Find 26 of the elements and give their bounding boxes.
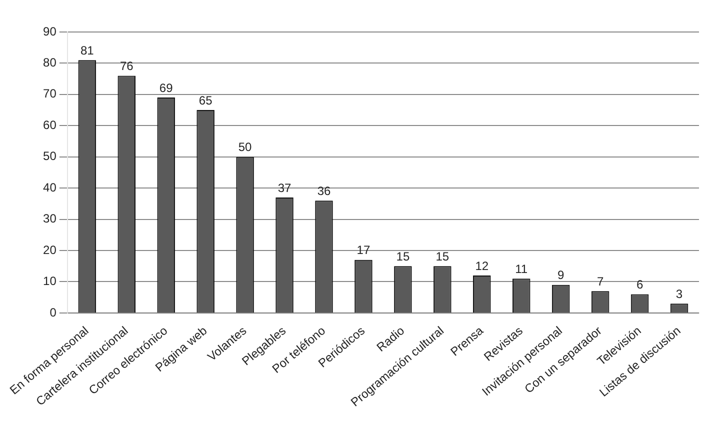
y-tick-label: 20 <box>43 242 57 257</box>
y-tick-label: 70 <box>43 86 57 101</box>
data-label: 9 <box>557 268 564 282</box>
data-label: 3 <box>676 286 683 301</box>
data-label: 15 <box>436 249 450 264</box>
data-label: 81 <box>80 43 94 58</box>
data-label: 50 <box>238 140 252 154</box>
y-tick-label: 0 <box>50 305 57 320</box>
y-tick-label: 30 <box>43 212 57 226</box>
y-tick-label: 50 <box>43 149 57 164</box>
data-label: 7 <box>596 274 604 288</box>
data-label: 69 <box>159 80 174 95</box>
data-label: 15 <box>396 249 410 264</box>
data-label: 36 <box>317 184 331 198</box>
data-label: 17 <box>356 243 370 258</box>
data-label: 11 <box>515 262 528 276</box>
y-tick-label: 90 <box>43 24 57 38</box>
y-tick-label: 80 <box>43 56 57 70</box>
y-tick-label: 10 <box>43 274 57 288</box>
data-label: 65 <box>198 93 213 108</box>
y-tick-label: 60 <box>43 118 57 132</box>
y-tick-label: 40 <box>43 180 57 194</box>
data-label: 6 <box>636 278 644 292</box>
data-label: 12 <box>475 258 489 273</box>
data-label: 76 <box>120 59 134 74</box>
data-label: 37 <box>278 180 292 195</box>
